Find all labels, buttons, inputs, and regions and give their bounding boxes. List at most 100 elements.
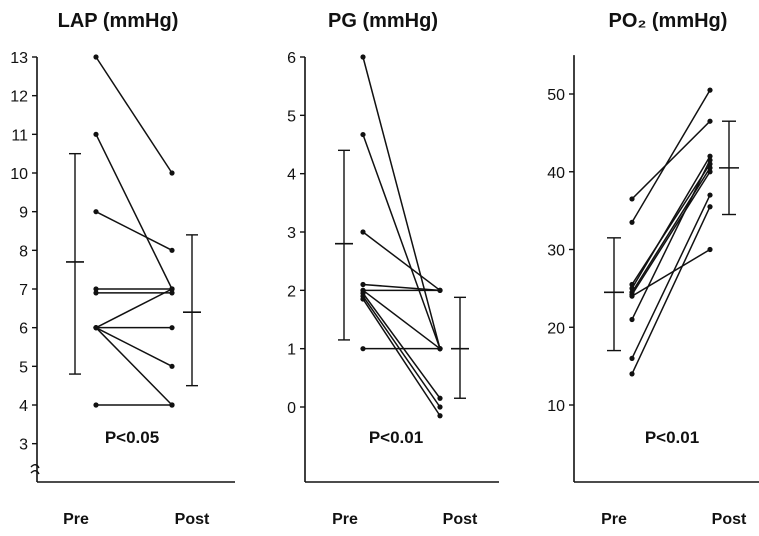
pair-line [362, 298, 441, 417]
p-value-label: P<0.05 [105, 428, 159, 447]
post-point [437, 346, 443, 352]
panel-title: PO₂ (mmHg) [609, 10, 728, 32]
pre-point [629, 371, 635, 377]
pre-point [93, 290, 99, 296]
y-tick-label: 40 [547, 165, 565, 182]
y-tick-label: 12 [10, 89, 28, 106]
y-tick-label: 4 [19, 398, 28, 415]
post-point [707, 192, 713, 198]
y-tick-label: 30 [547, 243, 565, 260]
post-point [707, 165, 713, 171]
y-tick-label: 11 [11, 127, 28, 144]
post-point [707, 169, 713, 175]
post-point [707, 87, 713, 93]
post-point [169, 290, 175, 296]
y-tick-label: 3 [19, 437, 28, 454]
pair-line [631, 163, 711, 285]
pair-line [362, 231, 441, 291]
pair-line [631, 155, 711, 289]
pair-line [631, 159, 711, 320]
pair-line [95, 327, 173, 406]
pair-line [362, 292, 441, 399]
pre-point [629, 196, 635, 202]
pair-line [362, 295, 441, 408]
post-point [707, 246, 713, 253]
post-point [169, 363, 175, 369]
pair-line [95, 210, 173, 252]
pair-line [95, 56, 173, 174]
pre-point [360, 131, 366, 138]
y-tick-label: 9 [19, 205, 28, 222]
post-point [169, 170, 175, 176]
y-tick-label: 5 [19, 359, 28, 376]
pre-point [360, 281, 366, 288]
x-category-label-pre: Pre [601, 511, 627, 528]
x-category-label-pre: Pre [63, 511, 89, 528]
pre-point [93, 325, 99, 331]
post-point [169, 286, 175, 292]
y-tick-label: 6 [287, 50, 296, 67]
y-tick-label: 50 [547, 87, 565, 104]
pre-point [93, 131, 99, 137]
y-tick-label: 20 [547, 320, 565, 337]
pre-point [629, 293, 635, 299]
y-tick-label: 2 [287, 283, 296, 300]
pre-point [360, 346, 366, 352]
pre-point [93, 286, 99, 292]
pair-line [631, 167, 711, 293]
pair-line [95, 326, 173, 368]
pre-point [93, 209, 99, 215]
pair-line [631, 171, 711, 295]
pre-point [360, 296, 366, 302]
y-tick-label: 1 [287, 342, 296, 359]
pair-line [95, 288, 173, 329]
pre-point [93, 54, 99, 60]
pair-line [631, 206, 711, 375]
pair-line [362, 56, 441, 349]
y-tick-label: 13 [10, 50, 28, 67]
axis-break-mark [30, 464, 40, 469]
pair-line [631, 248, 711, 297]
pair-line [631, 120, 711, 200]
x-category-label-post: Post [443, 511, 478, 528]
post-point [437, 413, 443, 419]
y-tick-label: 0 [287, 400, 296, 417]
post-point [707, 153, 713, 159]
p-value-label: P<0.01 [645, 428, 699, 447]
pair-line [631, 194, 711, 359]
y-tick-label: 3 [287, 225, 296, 242]
y-tick-label: 10 [547, 398, 565, 415]
x-category-label-pre: Pre [332, 511, 358, 528]
post-point [437, 395, 443, 401]
post-point [707, 157, 713, 163]
pair-line [362, 289, 441, 350]
post-point [437, 404, 443, 410]
panel-title: PG (mmHg) [328, 10, 438, 32]
post-point [169, 325, 175, 331]
y-tick-label: 6 [19, 321, 28, 338]
pre-point [93, 402, 99, 408]
post-point [169, 402, 175, 408]
p-value-label: P<0.01 [369, 428, 423, 447]
pair-line [362, 283, 441, 292]
y-tick-label: 7 [19, 282, 28, 299]
y-tick-label: 10 [10, 166, 28, 183]
post-point [707, 118, 713, 124]
y-tick-label: 4 [287, 167, 296, 184]
post-point [437, 287, 443, 293]
post-point [169, 247, 175, 253]
pair-line [362, 134, 441, 349]
pre-point [629, 219, 635, 225]
pair-line [95, 134, 173, 290]
pre-point [360, 229, 366, 235]
pair-line [631, 89, 711, 223]
post-point [707, 204, 713, 210]
pre-point [629, 316, 635, 323]
x-category-label-post: Post [175, 511, 210, 528]
x-category-label-post: Post [712, 511, 747, 528]
panel-title: LAP (mmHg) [58, 10, 179, 32]
y-tick-label: 5 [287, 108, 296, 125]
pre-point [360, 54, 366, 60]
